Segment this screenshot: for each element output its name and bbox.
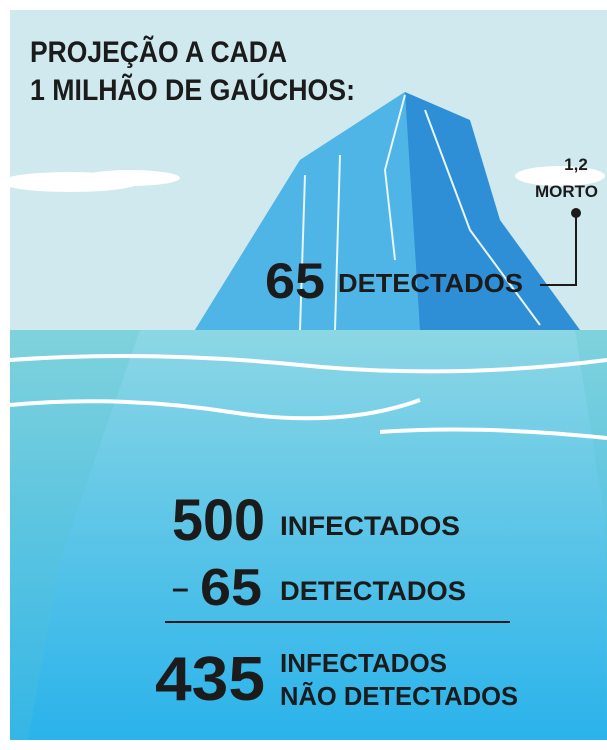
result-label: INFECTADOS: [280, 648, 447, 678]
detected-number: 65: [200, 559, 262, 617]
infographic: PROJEÇÃO A CADA 1 MILHÃO DE GAÚCHOS: 1,2…: [0, 0, 607, 750]
infected-number: 500: [172, 488, 265, 553]
tip-label: DETECTADOS: [338, 268, 523, 298]
infected-label: INFECTADOS: [280, 511, 460, 541]
cloud: [80, 170, 180, 186]
title-line: PROJEÇÃO A CADA: [30, 35, 287, 69]
detected-label: DETECTADOS: [280, 576, 466, 606]
deaths-label: MORTO: [535, 182, 598, 201]
title-line: 1 MILHÃO DE GAÚCHOS:: [30, 73, 355, 107]
minus-sign: –: [172, 572, 189, 605]
deaths-number: 1,2: [564, 155, 588, 174]
result-number: 435: [155, 645, 265, 714]
result-label: NÃO DETECTADOS: [280, 681, 518, 711]
tip-number: 65: [265, 253, 325, 309]
